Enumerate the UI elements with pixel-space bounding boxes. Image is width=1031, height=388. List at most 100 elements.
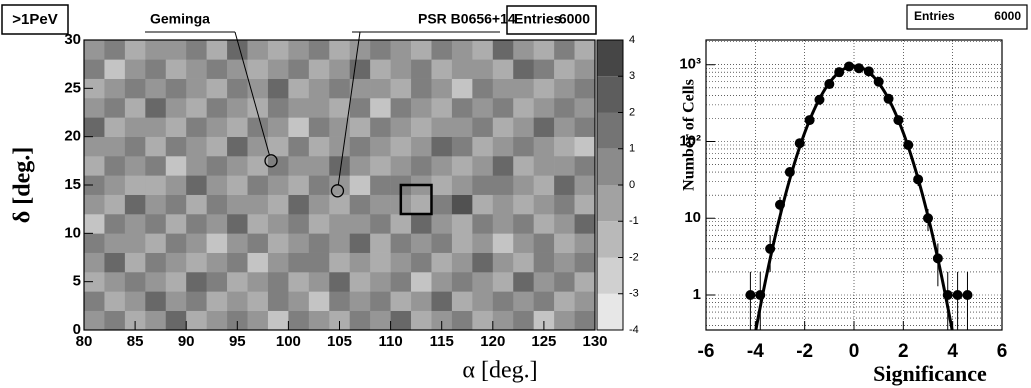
heatmap-cell (513, 310, 534, 331)
heatmap-cell (349, 117, 371, 137)
heatmap-cell (247, 214, 269, 234)
heatmap-cell (186, 156, 207, 176)
heatmap-cell (329, 40, 351, 60)
heatmap-cell (206, 194, 228, 215)
colorbar-tick-label: 3 (629, 70, 635, 82)
data-point (932, 253, 943, 264)
annotation-leader (337, 31, 361, 185)
heatmap-cell (267, 252, 289, 273)
heatmap-cell (370, 78, 391, 99)
heatmap-cell (145, 156, 167, 176)
heatmap-cell (370, 175, 391, 195)
heatmap-cell (84, 175, 105, 195)
colorbar-tick-label: -2 (629, 251, 639, 263)
heatmap-cell (84, 272, 105, 292)
heatmap-cell (308, 136, 330, 157)
heatmap-cell (390, 310, 412, 331)
heatmap-cell (267, 233, 289, 253)
heatmap-cell (165, 40, 187, 60)
heatmap-cell (206, 175, 228, 195)
heatmap-cell (431, 78, 453, 99)
heatmap-cell (84, 136, 105, 157)
heatmap-cell (411, 136, 432, 157)
heatmap-cell (186, 310, 207, 331)
heatmap-cell (431, 117, 453, 137)
heatmap-cell (533, 78, 555, 99)
heatmap-cell (267, 214, 289, 234)
heatmap-cell (574, 156, 596, 176)
heatmap-cell (554, 156, 575, 176)
heatmap-cell (554, 291, 575, 311)
heatmap-cell (390, 59, 412, 79)
heatmap-cell (451, 214, 473, 234)
heatmap-cell (533, 59, 555, 79)
heatmap-cell (165, 291, 187, 311)
plot-area (745, 61, 973, 330)
heatmap-cell (288, 156, 310, 176)
heatmap-cell (370, 117, 391, 137)
heatmap-cell (390, 98, 412, 118)
heatmap-cell (451, 272, 473, 292)
colorbar-tick-label: 2 (629, 106, 635, 118)
heatmap-cell (349, 194, 371, 215)
heatmap-cell (104, 78, 126, 99)
heatmap-cell (145, 136, 167, 157)
heatmap-cell (451, 194, 473, 215)
heatmap-cell (451, 78, 473, 99)
y-tick-label: 0 (73, 321, 81, 338)
heatmap-cell (145, 272, 167, 292)
x-tick-label: -4 (747, 341, 764, 362)
heatmap-cell (451, 310, 473, 331)
heatmap-cell (145, 252, 167, 273)
heatmap-cell (288, 291, 310, 311)
heatmap-cell (124, 78, 146, 99)
colorbar-tick-label: 1 (629, 143, 635, 155)
data-point (794, 138, 805, 149)
heatmap-cell (492, 291, 514, 311)
colorbar-band (597, 293, 623, 330)
heatmap-cell (186, 117, 207, 137)
heatmap-cell (390, 233, 412, 253)
heatmap-cell (411, 59, 432, 79)
heatmap-cell (411, 117, 432, 137)
stats-value: 6000 (559, 11, 590, 27)
heatmap-cell (513, 40, 534, 60)
heatmap-cell (124, 194, 146, 215)
heatmap-cell (554, 78, 575, 99)
heatmap-cell (492, 214, 514, 234)
heatmap-cell (533, 233, 555, 253)
y-axis-title: Number of Cells (681, 79, 698, 191)
x-tick-label: 95 (229, 333, 246, 350)
heatmap-cell (267, 272, 289, 292)
heatmap-cell (513, 214, 534, 234)
heatmap-cell (554, 194, 575, 215)
heatmap-cell (431, 40, 453, 60)
heatmap-cell (533, 252, 555, 273)
heatmap-cell (104, 98, 126, 118)
heatmap-cell (165, 156, 187, 176)
heatmap-cell (533, 272, 555, 292)
annotation-leader (234, 31, 270, 156)
heatmap-cell (186, 40, 207, 60)
data-point (903, 140, 914, 151)
heatmap-cell (165, 175, 187, 195)
x-tick-label: 120 (480, 333, 505, 350)
heatmap-cell (370, 310, 391, 331)
heatmap-cell (186, 214, 207, 234)
x-tick-label: 115 (430, 333, 454, 350)
plot-frame (705, 39, 1003, 331)
heatmap-cell (329, 59, 351, 79)
heatmap-cell (513, 194, 534, 215)
heatmap-cell (247, 252, 269, 273)
heatmap-cell (431, 214, 453, 234)
heatmap-cell (533, 310, 555, 331)
data-point (784, 167, 795, 178)
heatmap-cell (411, 252, 432, 273)
heatmap-cell (267, 156, 289, 176)
heatmap-cell (451, 252, 473, 273)
heatmap-cell (472, 175, 494, 195)
heatmap-cell (533, 175, 555, 195)
data-point (765, 243, 776, 254)
panel-label: >1PeV (12, 11, 57, 28)
